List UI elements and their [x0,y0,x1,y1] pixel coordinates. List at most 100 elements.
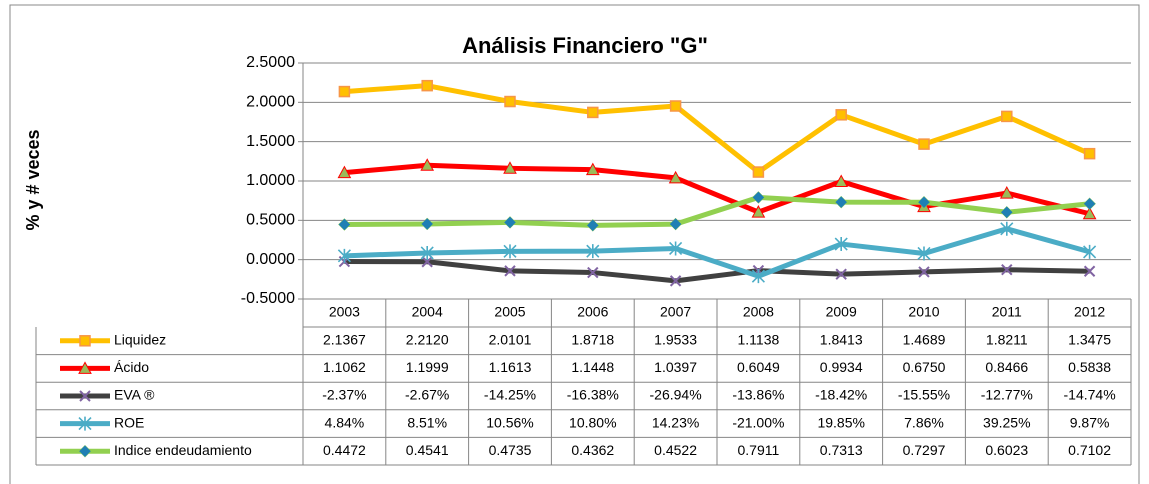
table-value: -15.55% [898,387,950,403]
x-tick-label: 2004 [412,304,443,320]
y-tick-label: 0.0000 [246,251,295,268]
marker [79,335,91,347]
table-value: 0.9934 [820,359,863,375]
table-value: 1.1613 [489,359,532,375]
marker [78,416,92,431]
marker [834,195,848,209]
table-value: 8.51% [407,414,447,430]
marker [669,217,682,231]
marker [503,216,517,229]
marker [918,138,930,150]
table-value: 0.4541 [406,442,449,458]
table-value: -21.00% [732,414,784,430]
table-value: 1.1062 [323,359,366,375]
table-value: 0.7911 [738,442,780,458]
chart-title: Análisis Financiero "G" [462,33,708,58]
marker [79,390,91,402]
marker [669,241,683,256]
table-value: 0.5838 [1068,359,1111,375]
legend-label: ROE [114,414,144,430]
x-tick-label: 2003 [329,304,360,320]
marker [918,266,930,278]
series-line [344,226,1091,279]
table-value: 0.6023 [985,442,1028,458]
marker [587,266,599,279]
table-value: 1.8413 [820,332,863,348]
marker [1083,147,1096,160]
marker [337,248,351,263]
table-value: 0.8466 [985,359,1028,375]
marker [751,205,766,218]
x-tick-label: 2012 [1074,304,1105,320]
table-value: 1.8211 [986,332,1028,348]
marker [1000,205,1014,219]
table-value: 19.85% [817,414,864,430]
marker [420,158,435,171]
y-tick-label: 2.0000 [246,94,295,111]
marker [1083,265,1096,277]
marker [586,244,600,259]
series-line [344,194,1090,228]
table-value: 1.1138 [738,332,780,348]
marker [504,265,516,277]
table-value: 0.6750 [903,359,946,375]
table-value: 0.4362 [571,442,614,458]
x-tick-label: 2008 [743,304,774,320]
marker [504,95,516,108]
table-value: 1.0397 [654,359,697,375]
x-tick-label: 2006 [577,304,608,320]
table-value: 7.86% [904,414,944,430]
legend-label: EVA ® [114,387,155,403]
marker [78,444,92,458]
marker [751,269,765,284]
marker [338,85,351,98]
marker [835,109,847,121]
marker [338,218,351,231]
table-value: 1.9533 [654,332,697,348]
marker [337,165,352,179]
table-value: 1.8718 [571,332,614,348]
table-value: -2.37% [322,387,366,403]
marker [586,218,600,232]
table-value: -2.67% [405,387,449,403]
series-line [344,83,1091,175]
marker [1000,221,1014,236]
marker [78,361,92,374]
table-value: 2.0101 [489,332,532,348]
marker [587,106,599,119]
y-tick-label: 1.5000 [246,133,295,150]
table-value: 0.7102 [1068,442,1111,458]
marker [1083,197,1096,211]
marker [420,217,434,231]
table-value: 0.4735 [489,442,532,458]
table-value: 10.80% [569,414,616,430]
marker [420,245,434,260]
marker [585,162,600,176]
table-value: 1.4689 [903,332,946,348]
marker [834,237,848,252]
marker [1001,264,1013,276]
table-value: 10.56% [486,414,533,430]
y-tick-label: -0.5000 [241,290,295,307]
marker [668,170,683,184]
marker [999,186,1014,199]
y-axis-label: % y # veces [23,129,43,230]
table-value: -26.94% [650,387,702,403]
x-tick-label: 2005 [494,304,525,320]
y-tick-label: 0.5000 [246,212,295,229]
table-value: 1.1999 [406,359,449,375]
marker [421,256,433,268]
marker [503,244,517,259]
table-value: 39.25% [983,414,1030,430]
marker [917,195,931,209]
marker [917,246,931,261]
marker [503,161,517,174]
x-tick-label: 2011 [992,304,1022,320]
table-value: -16.38% [567,387,619,403]
marker [835,268,847,280]
table-value: -14.74% [1064,387,1116,403]
marker [669,275,682,287]
marker [1083,244,1097,259]
marker [752,166,765,178]
